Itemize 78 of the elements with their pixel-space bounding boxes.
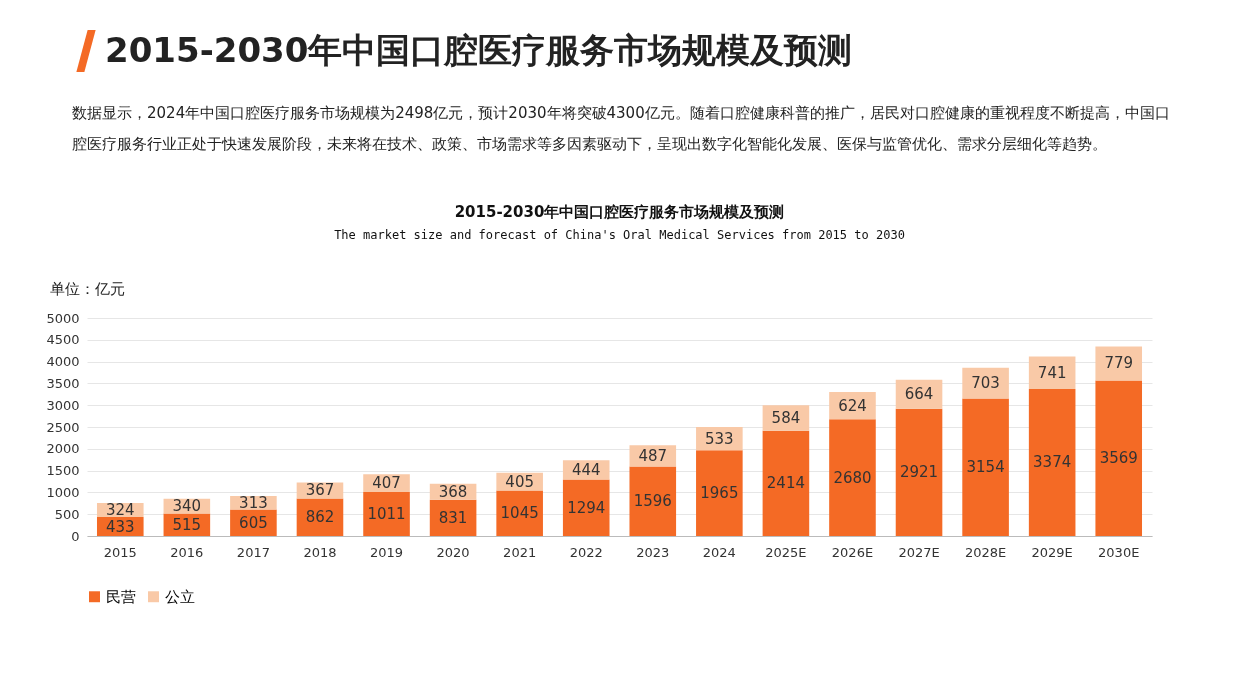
y-tick-label: 1500 <box>46 463 80 479</box>
bar <box>363 491 410 536</box>
data-label: 2414 <box>766 474 805 493</box>
x-tick-label: 2018 <box>303 544 337 560</box>
x-tick-label: 2023 <box>636 544 670 560</box>
data-label: 2680 <box>833 468 872 487</box>
data-label: 433 <box>105 517 135 536</box>
data-label: 1011 <box>367 504 406 523</box>
y-tick-label: 5000 <box>46 310 80 326</box>
data-label: 1596 <box>633 492 672 511</box>
data-label: 313 <box>239 493 268 512</box>
x-tick-label: 2024 <box>702 544 736 560</box>
bar <box>829 419 876 536</box>
data-label: 444 <box>571 460 601 479</box>
x-tick-label: 2028E <box>964 544 1007 560</box>
x-tick-label: 2017 <box>236 544 270 560</box>
data-label: 584 <box>771 409 801 428</box>
x-tick-label: 2016 <box>170 544 204 560</box>
data-label: 3569 <box>1099 449 1138 468</box>
y-tick-label: 3500 <box>46 375 80 391</box>
data-label: 407 <box>372 474 401 493</box>
data-label: 779 <box>1104 354 1134 373</box>
x-tick-label: 2027E <box>898 544 940 560</box>
legend-label: 公立 <box>165 587 195 606</box>
data-label: 3154 <box>966 458 1005 477</box>
text: 2015-2030年中国口腔医疗服务市场规模及预测 <box>105 29 853 72</box>
bar <box>1095 346 1143 381</box>
y-tick-label: 500 <box>54 506 80 522</box>
text: 数据显示，2024年中国口腔医疗服务市场规模为2498亿元，预计2030年将突破4300亿元。随着口腔健康科普的推广，居民对口腔健康的重视程度不断提高，中国口腔医疗服务行业正处于快速发展阶段，未来将在技术、政策、市场需求等多因素驱动下，呈现出数字化智能化发展、医保与监管优化、需求分层细化等趋势。 <box>72 103 1171 155</box>
y-tick-label: 3000 <box>46 397 80 413</box>
data-label: 405 <box>505 472 534 491</box>
x-tick-label: 2029E <box>1031 544 1073 560</box>
x-tick-label: 2021 <box>503 544 537 560</box>
chart-subtitle: The market size and forecast of China's Oral Medical Services from 2015 to 2030 <box>334 228 905 242</box>
data-label: 487 <box>638 446 668 465</box>
data-label: 2921 <box>899 463 939 482</box>
x-tick-label: 2030E <box>1098 544 1140 560</box>
y-axis-title: 单位：亿元 <box>49 279 125 298</box>
bar <box>696 450 743 536</box>
data-label: 605 <box>239 513 268 532</box>
data-label: 368 <box>438 482 468 501</box>
x-tick-label: 2026E <box>831 544 874 560</box>
x-tick-label: 2022 <box>569 544 603 560</box>
data-label: 664 <box>904 385 934 404</box>
bar <box>629 466 677 536</box>
bar <box>895 408 943 536</box>
data-label: 1965 <box>700 484 739 503</box>
data-label: 741 <box>1037 363 1067 382</box>
x-tick-label: 2025E <box>765 544 807 560</box>
y-tick-label: 2500 <box>46 419 80 435</box>
data-label: 367 <box>305 481 335 500</box>
y-tick-label: 4000 <box>46 354 80 370</box>
x-tick-label: 2019 <box>369 544 404 560</box>
bar <box>962 398 1009 536</box>
y-tick-label: 1000 <box>46 484 80 500</box>
y-tick-label: 2000 <box>46 441 80 457</box>
data-label: 340 <box>172 497 202 516</box>
bar <box>562 479 610 536</box>
data-label: 533 <box>705 429 734 448</box>
bar <box>1028 388 1076 536</box>
legend-label: 民营 <box>106 587 136 606</box>
x-tick-label: 2015 <box>103 544 137 560</box>
data-label: 1294 <box>567 498 606 517</box>
data-label: 324 <box>105 501 135 520</box>
y-tick-label: 0 <box>71 528 80 544</box>
data-label: 831 <box>438 508 468 527</box>
data-label: 1045 <box>500 504 539 523</box>
data-label: 515 <box>172 515 202 534</box>
data-label: 703 <box>971 374 1000 393</box>
bar <box>496 490 543 536</box>
chart-title: 2015-2030年中国口腔医疗服务市场规模及预测 <box>454 203 785 221</box>
data-label: 3374 <box>1033 453 1072 472</box>
y-tick-label: 4500 <box>46 332 80 348</box>
data-label: 862 <box>305 508 335 527</box>
data-label: 624 <box>838 396 867 415</box>
bar <box>1095 380 1143 536</box>
bar <box>762 430 810 536</box>
x-tick-label: 2020 <box>436 544 470 560</box>
